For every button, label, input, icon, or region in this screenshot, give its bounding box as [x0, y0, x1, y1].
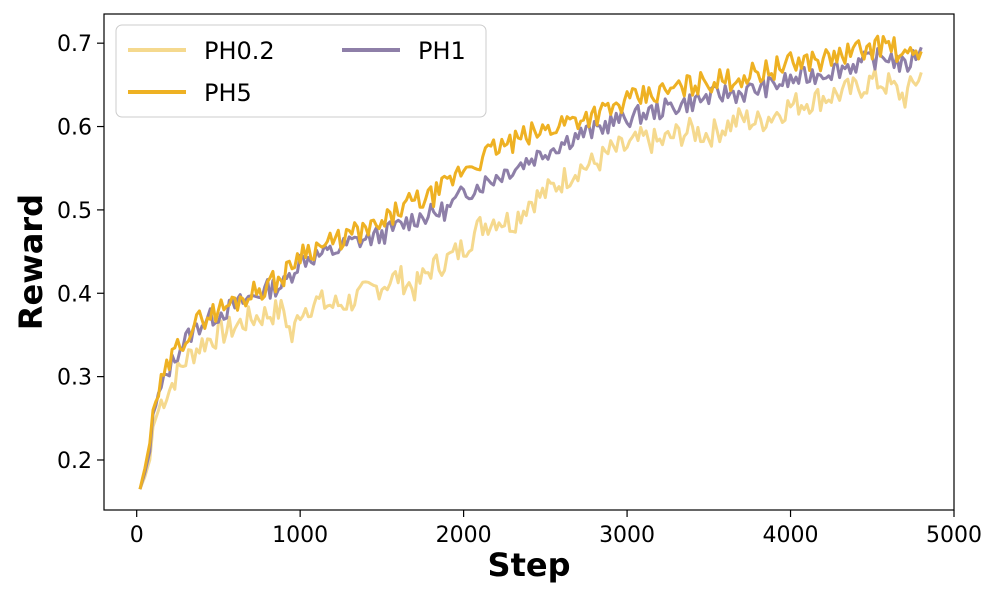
- series-lines: [138, 34, 923, 490]
- x-tick-label: 3000: [599, 523, 655, 548]
- series-line-ph5: [138, 34, 923, 490]
- x-tick-label: 1000: [272, 523, 328, 548]
- series-line-ph1: [138, 46, 923, 490]
- y-tick-label: 0.4: [57, 282, 92, 307]
- legend-label-ph5: PH5: [204, 79, 252, 107]
- plot-frame: [103, 13, 955, 511]
- legend: PH0.2 PH5 PH1: [115, 24, 487, 118]
- legend-label-ph1: PH1: [418, 37, 466, 65]
- series-line-ph0-2: [138, 67, 923, 490]
- y-tick-label: 0.6: [57, 116, 92, 141]
- x-tick-label: 2000: [436, 523, 492, 548]
- x-axis-title: Step: [488, 546, 571, 584]
- x-tick-label: 4000: [763, 523, 819, 548]
- legend-label-ph0-2: PH0.2: [204, 37, 275, 65]
- y-tick-label: 0.5: [57, 199, 92, 224]
- x-tick-label: 0: [130, 523, 144, 548]
- y-tick-label: 0.2: [57, 449, 92, 474]
- x-tick-label: 5000: [926, 523, 982, 548]
- y-tick-label: 0.7: [57, 32, 92, 57]
- axis-ticks: 0 1000 2000 3000 4000 5000 0.2 0.3 0.4 0.5 0.6 0.7: [57, 32, 982, 548]
- y-axis-title: Reward: [12, 194, 50, 330]
- y-tick-label: 0.3: [57, 366, 92, 391]
